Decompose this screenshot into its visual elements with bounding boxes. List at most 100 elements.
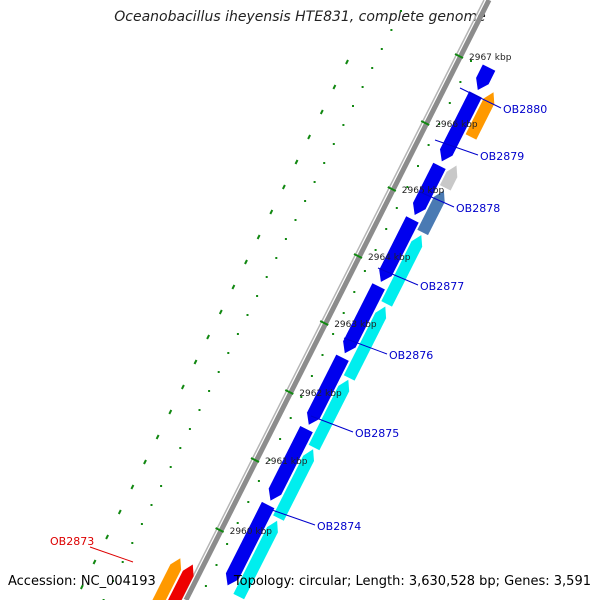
gene-arrow-forward[interactable] [160, 564, 194, 600]
ring-dot [332, 143, 335, 145]
ring-dot [275, 257, 278, 259]
outer-dotted-ring [80, 10, 402, 600]
tick-label: 2965 kbp [402, 186, 445, 196]
ring-dot [169, 466, 172, 468]
ring-dot [406, 186, 409, 188]
gene-label-ob2873[interactable]: OB2873 [50, 535, 94, 548]
gene-arrow-forward[interactable] [417, 190, 445, 236]
tick-label: 2960 kbp [230, 527, 273, 537]
backbone-line [183, 0, 492, 600]
ring-dot [342, 124, 345, 126]
label-leader [310, 415, 354, 433]
reverse-strand-genes [225, 64, 496, 586]
gene-arrow-forward[interactable] [273, 449, 314, 521]
ring-dot [121, 561, 124, 563]
ring-dot [448, 102, 451, 104]
tick-mark [387, 186, 397, 192]
ring-dot [140, 523, 143, 525]
ring-dash [269, 209, 274, 215]
ring-dash [181, 384, 185, 390]
ring-dash [294, 159, 299, 165]
ring-dot [300, 396, 303, 398]
tick-label: 2963 kbp [334, 320, 377, 330]
gene-label-ob2876[interactable]: OB2876 [389, 349, 433, 362]
ring-dash [193, 359, 198, 365]
ring-dot [131, 542, 134, 544]
gene-arrow-forward[interactable] [233, 520, 278, 600]
ring-dot [294, 219, 297, 221]
gene-arrow-reverse[interactable] [225, 501, 275, 586]
label-leader [343, 337, 388, 355]
ring-dot [332, 333, 335, 335]
ring-dash [105, 534, 109, 540]
gene-label-ob2878[interactable]: OB2878 [456, 202, 500, 215]
backbone-shadow [180, 0, 485, 600]
forward-strand-genes [148, 92, 495, 600]
label-leader [271, 509, 316, 526]
ring-dot [236, 522, 239, 524]
ring-dot [427, 144, 430, 146]
ring-dot [374, 249, 377, 251]
gene-arrow-forward[interactable] [381, 235, 423, 307]
ring-dot [371, 67, 374, 69]
inner-dotted-ring [204, 60, 472, 587]
ring-dash [244, 259, 248, 265]
ring-dot [256, 295, 259, 297]
gene-labels: OB2880 OB2879 OB2878 OB2877 OB2876 OB2875 OB28… [50, 87, 547, 563]
tick-mark [454, 53, 464, 59]
ring-dot [246, 314, 249, 316]
gene-arrow-reverse[interactable] [413, 162, 446, 215]
ring-dot [353, 291, 356, 293]
ring-dash [319, 109, 324, 115]
label-leader [459, 87, 502, 109]
gene-arrow-reverse[interactable] [343, 283, 385, 354]
ring-dash [143, 459, 147, 465]
label-leader [419, 191, 455, 208]
ring-dot [395, 207, 398, 209]
gene-label-ob2874[interactable]: OB2874 [317, 520, 361, 533]
label-leader [89, 546, 134, 563]
gene-arrow-reverse[interactable] [379, 216, 419, 282]
gene-arrow-forward[interactable] [465, 92, 495, 140]
map-title: Oceanobacillus iheyensis HTE831, complet… [114, 9, 486, 25]
ring-dash [231, 284, 236, 290]
ring-dash [130, 484, 135, 490]
gene-arrow-reverse[interactable] [307, 354, 349, 425]
gene-arrow-forward[interactable] [308, 379, 350, 451]
tick-mark [420, 120, 430, 126]
ring-dot [217, 371, 220, 373]
ring-dot [112, 580, 115, 582]
gene-label-ob2875[interactable]: OB2875 [355, 427, 399, 440]
ring-dot [289, 417, 292, 419]
ring-dot [188, 428, 191, 430]
ring-dot [400, 10, 402, 12]
ring-dot [150, 504, 153, 506]
ring-dot [247, 501, 250, 503]
tick-mark [250, 457, 260, 463]
gene-label-ob2879[interactable]: OB2879 [480, 150, 524, 163]
gene-label-ob2877[interactable]: OB2877 [420, 280, 464, 293]
tick-label: 2962 kbp [299, 389, 342, 399]
ring-dash [218, 309, 223, 315]
ring-dot [390, 29, 393, 31]
gene-label-ob2880[interactable]: OB2880 [503, 103, 547, 116]
gene-arrow-reverse[interactable] [476, 64, 496, 91]
ring-dash [256, 234, 261, 240]
tick-label: 2967 kbp [469, 53, 512, 63]
gene-arrow-forward[interactable] [148, 558, 182, 600]
gene-arrow-reverse[interactable] [440, 91, 482, 162]
label-leader [434, 139, 479, 156]
ring-dash [117, 509, 122, 515]
ring-dash [282, 184, 286, 190]
ring-dot [438, 123, 441, 125]
ring-dot [342, 312, 345, 314]
ring-dot [304, 200, 307, 202]
gene-arrow-forward[interactable] [343, 306, 387, 381]
ring-dot [268, 459, 271, 461]
ring-dot [361, 86, 364, 88]
ring-dash [206, 334, 210, 340]
gene-arrow-reverse[interactable] [268, 426, 313, 501]
ring-dash [92, 559, 97, 565]
ring-dash [168, 409, 173, 415]
gene-arrow-forward[interactable] [439, 165, 458, 191]
